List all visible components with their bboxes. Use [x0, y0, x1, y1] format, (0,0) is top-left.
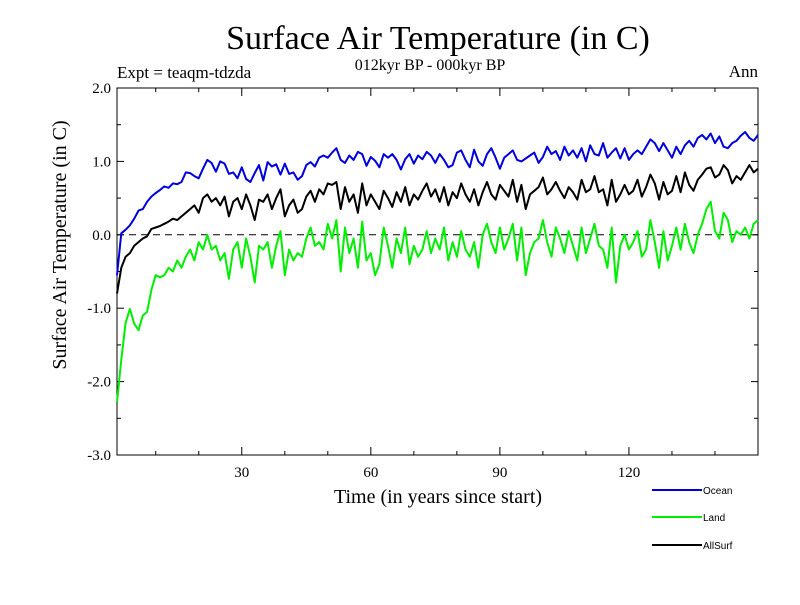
legend-label-ocean: Ocean: [703, 486, 732, 497]
chart-subtitle: 012kyr BP - 000kyr BP: [355, 57, 506, 74]
x-tick-label: 60: [363, 465, 378, 481]
y-tick-label: -1.0: [87, 301, 111, 317]
y-tick-label: -3.0: [87, 448, 111, 464]
series-line-ocean: [116, 131, 759, 276]
series-line-land: [116, 200, 759, 403]
x-axis-label: Time (in years since start): [334, 486, 542, 508]
x-tick-label: 120: [618, 465, 641, 481]
x-tick-label: 90: [492, 465, 507, 481]
plot-frame: [116, 87, 759, 456]
y-tick-label: 2.0: [92, 81, 111, 97]
x-tick-label: 30: [234, 465, 249, 481]
y-axis-label: Surface Air Temperature (in C): [49, 120, 71, 369]
y-tick-label: 0.0: [92, 228, 111, 244]
season-label: Ann: [729, 62, 759, 81]
series-line-allsurf: [116, 164, 759, 294]
y-tick-label: 1.0: [92, 154, 111, 170]
legend: Ocean Land AllSurf: [652, 486, 733, 552]
chart-title: Surface Air Temperature (in C): [226, 20, 650, 57]
legend-label-land: Land: [703, 513, 725, 524]
plot-area: 2.0 1.0 0.0 -1.0 -2.0 -3.0 30 60 90 120: [87, 81, 759, 481]
y-tick-label: -2.0: [87, 375, 111, 391]
legend-label-allsurf: AllSurf: [703, 541, 733, 552]
experiment-label: Expt = teaqm-tdzda: [117, 63, 252, 82]
